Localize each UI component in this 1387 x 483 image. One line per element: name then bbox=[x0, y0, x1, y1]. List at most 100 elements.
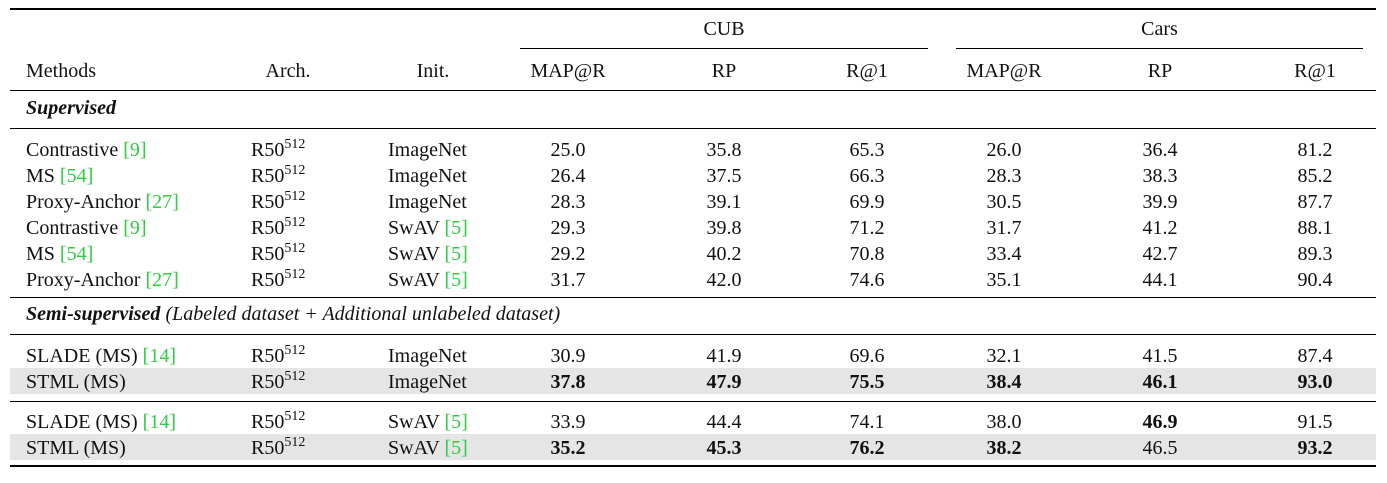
citation-link: [5] bbox=[444, 243, 468, 265]
init-label: ImageNet bbox=[388, 191, 467, 213]
arch-label: R50 bbox=[251, 411, 285, 433]
arch-label: R50 bbox=[251, 217, 285, 239]
metric-value: 38.4 bbox=[986, 371, 1022, 393]
metric-value: 46.5 bbox=[1142, 437, 1178, 459]
metric-value: 39.1 bbox=[706, 191, 742, 213]
arch-dim: 512 bbox=[284, 409, 306, 424]
metric-value: 74.1 bbox=[849, 411, 885, 433]
section-end-rule bbox=[10, 297, 1376, 298]
method-label: SLADE (MS) bbox=[26, 411, 143, 433]
metric-value: 46.1 bbox=[1142, 371, 1178, 393]
method-name: Proxy-Anchor [27] bbox=[26, 191, 179, 213]
method-name: SLADE (MS) [14] bbox=[26, 345, 176, 367]
metric-value: 25.0 bbox=[550, 139, 586, 161]
arch-dim: 512 bbox=[284, 267, 306, 282]
metric-value: 87.4 bbox=[1297, 345, 1333, 367]
method-label: STML (MS) bbox=[26, 371, 126, 393]
arch-cell: R50512 bbox=[251, 241, 306, 268]
section-rule bbox=[10, 128, 1376, 129]
method-label: MS bbox=[26, 243, 60, 265]
citation-link: [5] bbox=[444, 217, 468, 239]
init-label: SwAV bbox=[388, 437, 445, 459]
arch-cell: R50512 bbox=[251, 215, 305, 242]
metric-value: 32.1 bbox=[986, 345, 1022, 367]
metric-value: 76.2 bbox=[849, 437, 885, 459]
metric-value: 87.7 bbox=[1297, 191, 1333, 213]
metric-value: 66.3 bbox=[849, 165, 885, 187]
metric-value: 29.2 bbox=[550, 243, 586, 265]
section-title-bold: Semi-supervised bbox=[26, 303, 161, 325]
metric-value: 42.0 bbox=[706, 269, 742, 291]
header-init: Init. bbox=[416, 60, 450, 82]
citation-link: [27] bbox=[145, 191, 179, 213]
metric-value: 33.4 bbox=[986, 243, 1022, 265]
metric-value: 44.1 bbox=[1142, 269, 1178, 291]
init-cell: ImageNet bbox=[388, 191, 467, 213]
metric-value: 26.4 bbox=[550, 165, 586, 187]
init-cell: SwAV [5] bbox=[388, 243, 468, 265]
metric-value: 38.0 bbox=[986, 411, 1022, 433]
header-metric: RP bbox=[711, 60, 737, 82]
arch-label: R50 bbox=[251, 345, 285, 367]
header-rule bbox=[10, 90, 1376, 91]
arch-cell: R50512 bbox=[251, 343, 306, 370]
metric-value: 65.3 bbox=[849, 139, 885, 161]
metric-value: 29.3 bbox=[550, 217, 586, 239]
header-metric: RP bbox=[1147, 60, 1173, 82]
citation-link: [27] bbox=[145, 269, 179, 291]
highlight-row-bg bbox=[10, 434, 1376, 460]
header-metric: R@1 bbox=[846, 60, 888, 82]
arch-label: R50 bbox=[251, 371, 285, 393]
method-name: Contrastive [9] bbox=[26, 139, 147, 161]
citation-link: [14] bbox=[142, 345, 176, 367]
arch-dim: 512 bbox=[284, 241, 306, 256]
init-cell: SwAV [5] bbox=[388, 437, 468, 459]
header-metric: MAP@R bbox=[530, 60, 606, 82]
method-name: STML (MS) bbox=[26, 437, 126, 459]
arch-cell: R50512 bbox=[251, 409, 306, 436]
metric-value: 93.0 bbox=[1297, 371, 1333, 393]
init-cell: ImageNet bbox=[388, 345, 467, 367]
arch-label: R50 bbox=[251, 437, 285, 459]
init-label: ImageNet bbox=[388, 165, 467, 187]
init-cell: ImageNet bbox=[388, 165, 467, 187]
metric-value: 75.5 bbox=[849, 371, 885, 393]
metric-value: 40.2 bbox=[706, 243, 742, 265]
metric-value: 37.8 bbox=[550, 371, 586, 393]
init-cell: ImageNet bbox=[388, 371, 467, 393]
arch-dim: 512 bbox=[284, 163, 306, 178]
init-label: ImageNet bbox=[388, 345, 467, 367]
metric-value: 35.1 bbox=[986, 269, 1022, 291]
arch-cell: R50512 bbox=[251, 137, 305, 164]
metric-value: 44.4 bbox=[706, 411, 742, 433]
arch-dim: 512 bbox=[284, 343, 306, 358]
arch-label: R50 bbox=[251, 191, 285, 213]
method-name: STML (MS) bbox=[26, 371, 126, 393]
init-label: SwAV bbox=[388, 217, 445, 239]
metric-value: 42.7 bbox=[1142, 243, 1178, 265]
metric-value: 30.9 bbox=[550, 345, 586, 367]
metric-value: 89.3 bbox=[1297, 243, 1333, 265]
metric-value: 71.2 bbox=[849, 217, 885, 239]
init-cell: SwAV [5] bbox=[388, 411, 468, 433]
group-underline-cub bbox=[520, 48, 928, 49]
method-label: Proxy-Anchor bbox=[26, 269, 146, 291]
section-title: Semi-supervised (Labeled dataset + Addit… bbox=[26, 303, 560, 325]
method-name: SLADE (MS) [14] bbox=[26, 411, 176, 433]
highlight-row-bg bbox=[10, 368, 1376, 394]
metric-value: 30.5 bbox=[986, 191, 1022, 213]
arch-cell: R50512 bbox=[251, 163, 306, 190]
header-metric: MAP@R bbox=[966, 60, 1042, 82]
metric-value: 93.2 bbox=[1297, 437, 1333, 459]
metric-value: 85.2 bbox=[1297, 165, 1333, 187]
metric-value: 35.2 bbox=[550, 437, 586, 459]
arch-dim: 512 bbox=[284, 369, 306, 384]
metric-value: 31.7 bbox=[986, 217, 1022, 239]
section-title-bold: Supervised bbox=[26, 97, 116, 119]
metric-value: 41.9 bbox=[706, 345, 742, 367]
init-label: ImageNet bbox=[388, 371, 467, 393]
metric-value: 47.9 bbox=[706, 371, 742, 393]
citation-link: [9] bbox=[123, 217, 147, 239]
group-underline-cars bbox=[956, 48, 1363, 49]
arch-label: R50 bbox=[251, 269, 285, 291]
